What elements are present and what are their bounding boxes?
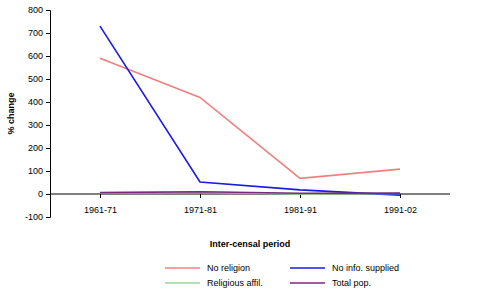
y-tick: 500 xyxy=(28,74,50,84)
y-tick-label: 100 xyxy=(28,166,43,176)
y-tick-label: 400 xyxy=(28,97,43,107)
x-tick-label: 1971-81 xyxy=(184,205,217,215)
y-tick-mark xyxy=(46,56,50,57)
y-tick-label: 600 xyxy=(28,51,43,61)
x-tick-label: 1981-91 xyxy=(284,205,317,215)
x-tick: 1981-91 xyxy=(284,194,317,215)
x-tick-mark xyxy=(100,194,101,198)
legend-swatch xyxy=(290,282,325,284)
y-tick-mark xyxy=(46,171,50,172)
x-tick-mark xyxy=(400,194,401,198)
series-line xyxy=(100,192,400,194)
y-axis: -100 0 100 200 300 400 500 600 700 800 xyxy=(25,5,51,222)
y-tick-label: 700 xyxy=(28,28,43,38)
y-tick-mark xyxy=(46,217,50,218)
y-tick: 100 xyxy=(28,166,50,176)
x-tick-mark xyxy=(200,194,201,198)
y-tick-mark xyxy=(46,148,50,149)
legend-label: No religion xyxy=(207,263,250,273)
y-tick: -100 xyxy=(25,212,50,222)
series-line xyxy=(100,192,400,194)
legend-item: No info. supplied xyxy=(290,263,399,273)
y-tick-label: 800 xyxy=(28,5,43,15)
legend: No religion No info. supplied Religious af… xyxy=(165,263,399,288)
series-line xyxy=(100,26,400,195)
legend-swatch xyxy=(290,267,325,269)
y-tick-mark xyxy=(46,79,50,80)
legend-label: Religious affil. xyxy=(207,278,263,288)
x-tick: 1961-71 xyxy=(84,194,117,215)
x-tick: 1991-02 xyxy=(384,194,417,215)
y-tick-label: 0 xyxy=(38,189,43,199)
y-axis-line xyxy=(46,11,51,218)
chart: -100 0 100 200 300 400 500 600 700 800 1961-71 1971… xyxy=(0,0,484,295)
legend-item: No religion xyxy=(165,263,250,273)
x-tick: 1971-81 xyxy=(184,194,217,215)
y-tick-mark xyxy=(46,102,50,103)
x-tick-label: 1991-02 xyxy=(384,205,417,215)
legend-item: Religious affil. xyxy=(165,278,263,288)
legend-item: Total pop. xyxy=(290,278,371,288)
y-tick: 700 xyxy=(28,28,50,38)
y-tick-mark xyxy=(46,194,50,195)
x-axis-title: Inter-censal period xyxy=(210,239,291,249)
y-tick-label: 500 xyxy=(28,74,43,84)
y-tick-label: 300 xyxy=(28,120,43,130)
legend-label: No info. supplied xyxy=(332,263,399,273)
y-axis-title: % change xyxy=(6,92,16,134)
legend-swatch xyxy=(165,267,200,269)
x-axis: 1961-71 1971-81 1981-91 1991-02 xyxy=(50,194,450,215)
y-tick-mark xyxy=(46,125,50,126)
y-tick: 200 xyxy=(28,143,50,153)
y-tick: 0 xyxy=(38,189,50,199)
legend-swatch xyxy=(165,282,200,284)
y-tick-mark xyxy=(46,33,50,34)
y-tick: 400 xyxy=(28,97,50,107)
x-tick-label: 1961-71 xyxy=(84,205,117,215)
y-tick-mark xyxy=(46,10,50,11)
lines xyxy=(100,26,400,195)
y-tick-label: -100 xyxy=(25,212,43,222)
y-tick: 800 xyxy=(28,5,50,15)
legend-label: Total pop. xyxy=(332,278,371,288)
y-tick-label: 200 xyxy=(28,143,43,153)
y-tick: 300 xyxy=(28,120,50,130)
series-line xyxy=(100,58,400,178)
y-tick: 600 xyxy=(28,51,50,61)
